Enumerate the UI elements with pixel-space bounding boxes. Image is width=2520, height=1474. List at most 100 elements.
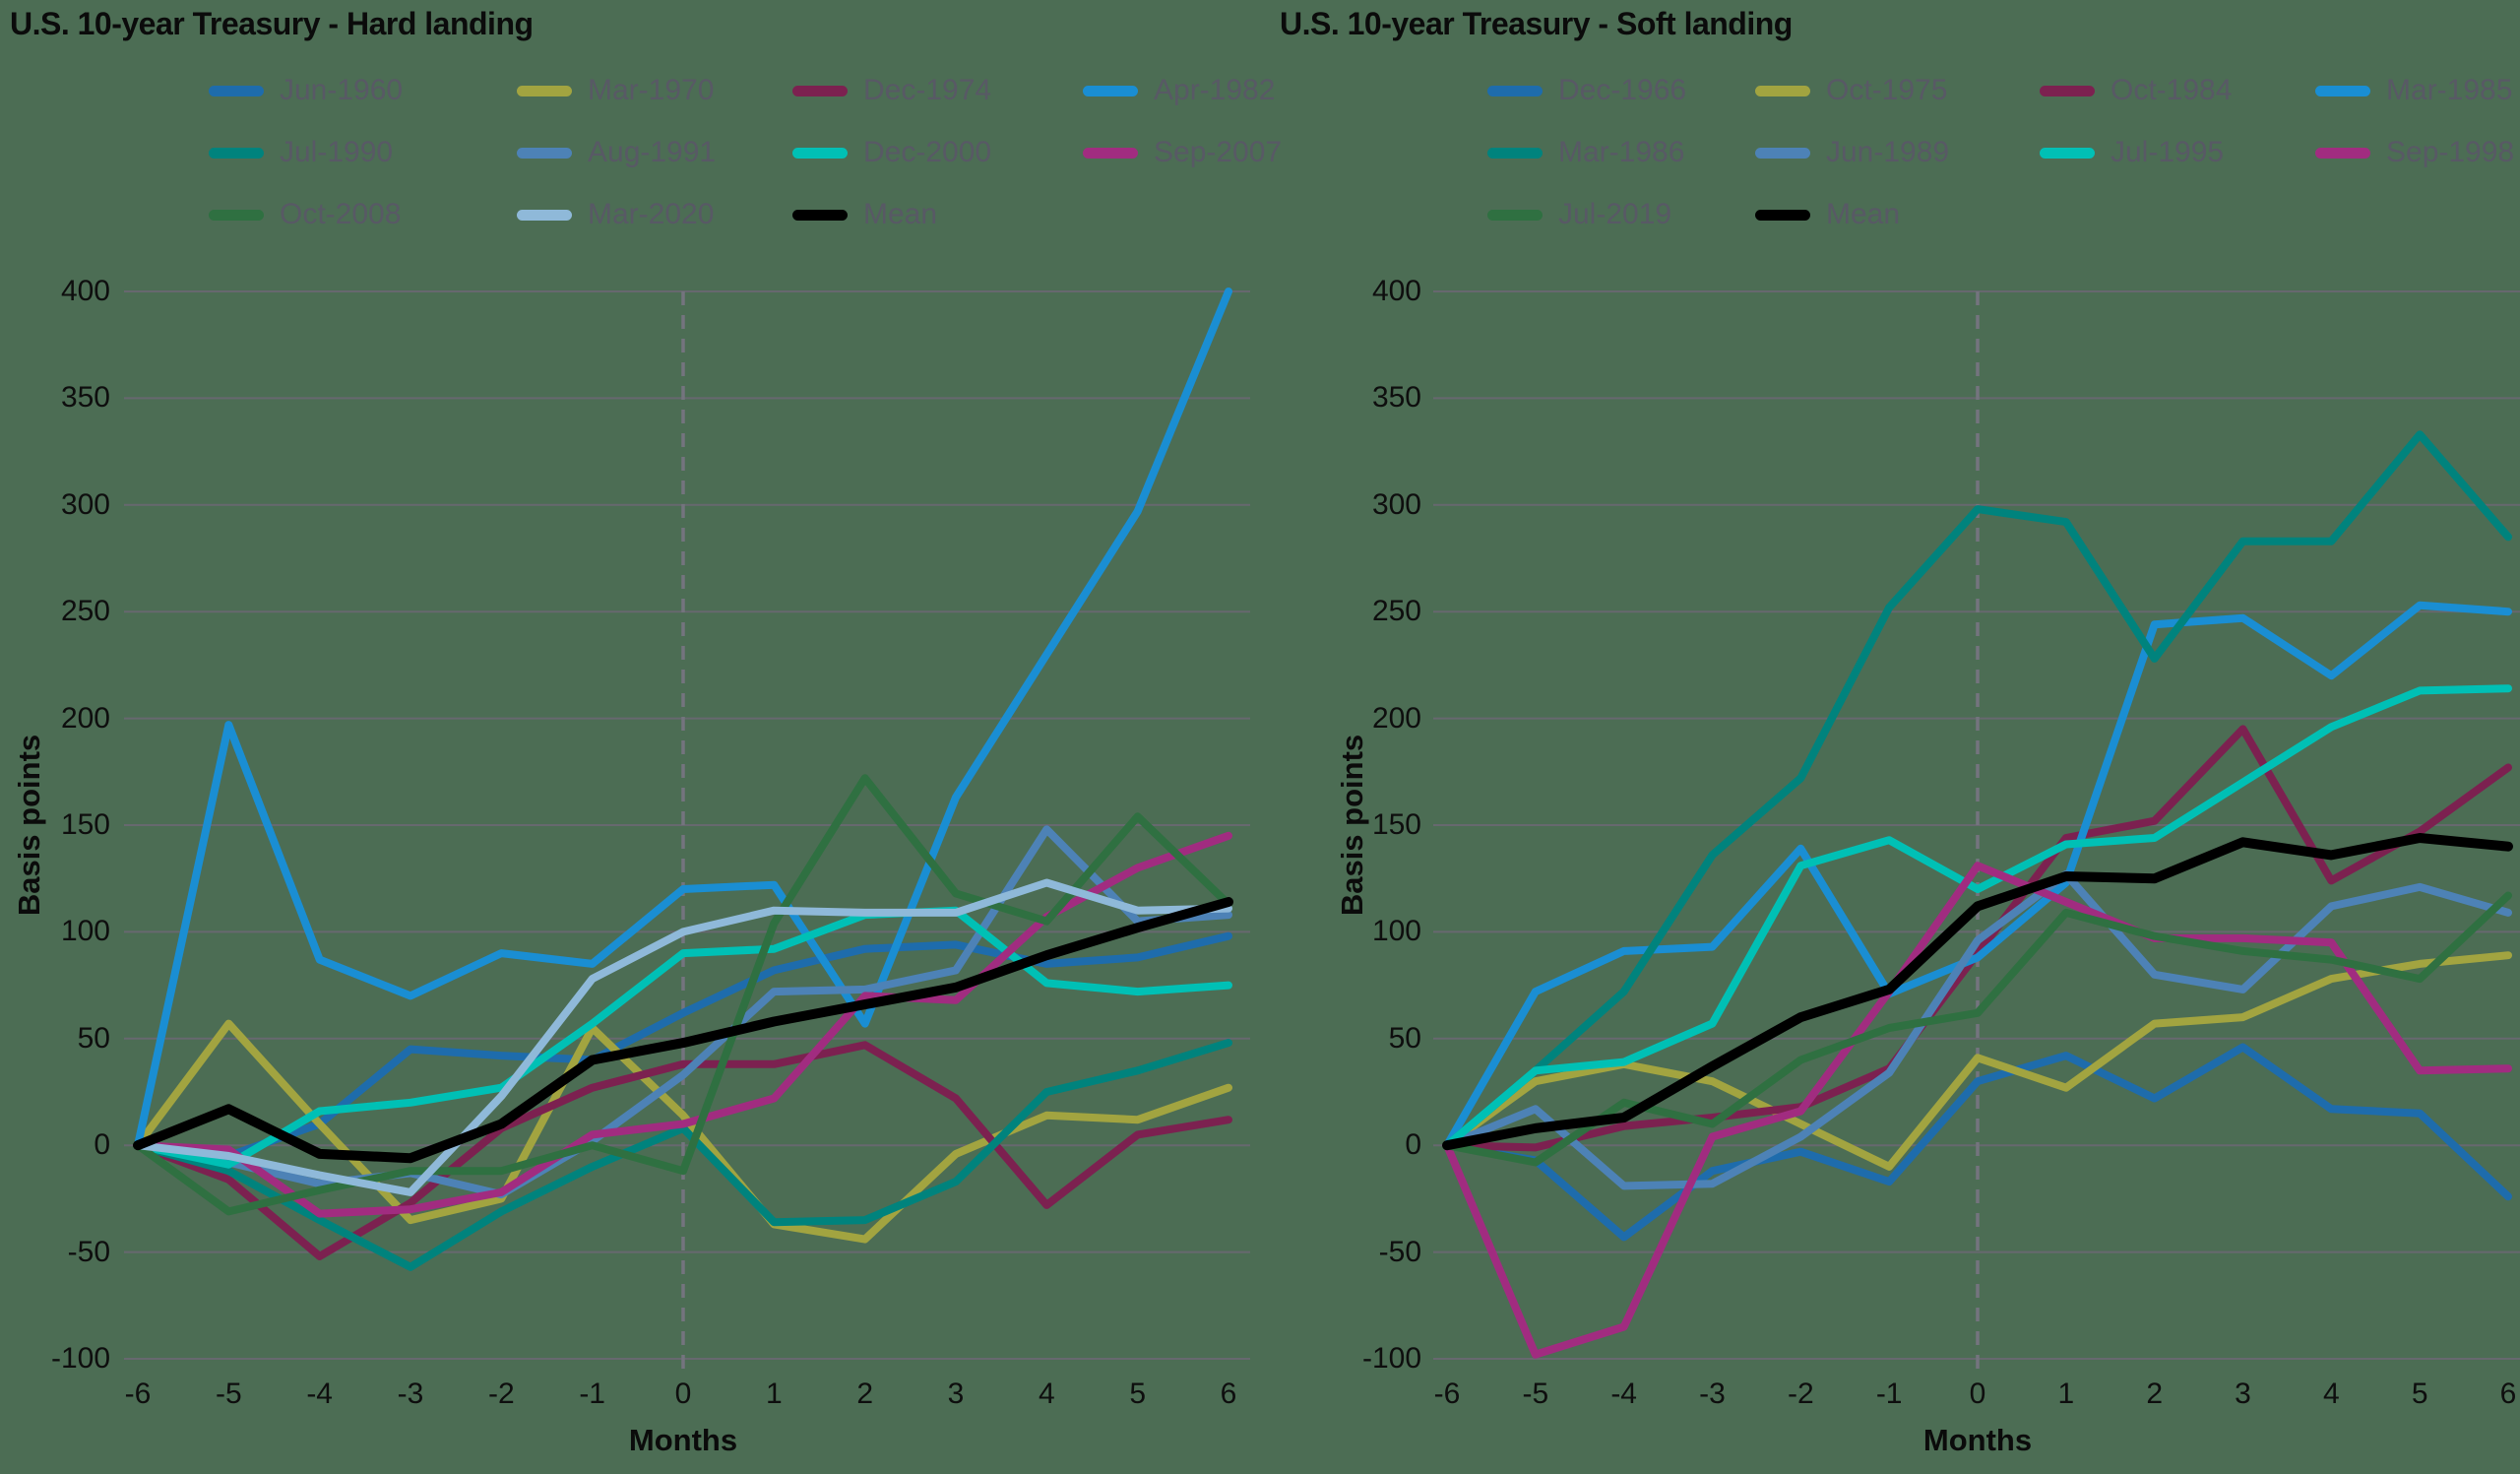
legend-label: Jun-1989 [1826,136,1950,168]
series-line-aug-1991 [134,825,1232,1199]
y-tick-label: 0 [94,1128,110,1162]
legend-swatch-aug-1991 [517,147,572,159]
x-tick-label: -5 [1522,1378,1549,1410]
legend-item-jul-1995: Jul-1995 [2040,133,2224,172]
legend-swatch-dec-1966 [1487,85,1543,96]
chart-title-soft-landing: U.S. 10-year Treasury - Soft landing [1280,6,1793,41]
legend-item-oct-1975: Oct-1975 [1755,71,1947,110]
legend-item-jul-2019: Jul-2019 [1487,195,1671,234]
series-line-apr-1982 [134,288,1232,1150]
legend-swatch-jun-1989 [1755,147,1810,159]
legend-label: Jul-1990 [280,136,394,168]
legend-item-mean: Mean [1755,195,1900,234]
legend-swatch-mar-1985 [2315,85,2370,96]
y-tick-label: -100 [50,1342,110,1375]
y-tick-label: 150 [60,808,110,841]
x-tick-label: 4 [2322,1378,2340,1410]
legend-item-apr-1982: Apr-1982 [1083,71,1275,110]
series-line-jul-2019 [1443,891,2512,1167]
series-line-mean [133,897,1233,1164]
y-tick-label: -50 [1378,1235,1421,1268]
series-line-jul-1990 [134,1039,1232,1271]
y-tick-label: 300 [1371,487,1421,521]
x-tick-label: -6 [124,1378,152,1410]
x-tick-label: -4 [306,1378,333,1410]
series-line-mean [1442,833,2513,1151]
x-tick-label: -3 [1699,1378,1726,1410]
legend-swatch-oct-1975 [1755,85,1810,96]
y-tick-label: 250 [60,595,110,628]
legend-swatch-jul-1990 [209,147,264,159]
legend-label: Jul-2019 [1558,198,1672,230]
x-tick-label: -6 [1433,1378,1461,1410]
y-tick-label: 0 [1405,1128,1421,1162]
legend-label: Mar-1986 [1558,136,1685,168]
y-tick-label: -100 [1361,1342,1421,1375]
legend-label: Mean [863,198,938,230]
legend-item-sep-2007: Sep-2007 [1083,133,1282,172]
legend-label: Mar-1970 [588,74,715,106]
legend-swatch-mar-1970 [517,85,572,96]
legend-label: Oct-2008 [280,198,402,230]
legend-item-dec-1966: Dec-1966 [1487,71,1686,110]
y-tick-label: 50 [1388,1021,1421,1055]
legend-swatch-mar-1986 [1487,147,1543,159]
series-line-sep-1998 [1443,862,2512,1359]
legend-item-jun-1989: Jun-1989 [1755,133,1949,172]
legend-label: Dec-1966 [1558,74,1687,106]
legend-item-sep-1998: Sep-1998 [2315,133,2514,172]
series-line-jul-1995 [1443,684,2512,1150]
legend-label: Jun-1960 [280,74,404,106]
legend-item-mar-1985: Mar-1985 [2315,71,2512,110]
x-axis-label-left: Months [628,1423,738,1457]
legend-swatch-mean [792,209,848,221]
x-tick-label: -5 [215,1378,242,1410]
x-tick-label: 3 [2235,1378,2251,1410]
legend-swatch-jul-1995 [2040,147,2095,159]
legend-swatch-dec-1974 [792,85,848,96]
x-tick-label: 4 [1038,1378,1055,1410]
y-tick-label: 200 [60,701,110,735]
legend-item-jun-1960: Jun-1960 [209,71,403,110]
legend-label: Mean [1826,198,1901,230]
legend-item-mar-2020: Mar-2020 [517,195,714,234]
legend-label: Sep-1998 [2386,136,2515,168]
legend-label: Oct-1984 [2110,74,2233,106]
x-tick-label: 5 [2411,1378,2428,1410]
legend-label: Dec-1974 [863,74,992,106]
x-tick-label: 5 [1129,1378,1146,1410]
y-tick-label: 50 [77,1021,110,1055]
legend-label: Sep-2007 [1154,136,1283,168]
series-line-mar-2020 [134,878,1232,1196]
legend-item-dec-1974: Dec-1974 [792,71,991,110]
legend-swatch-dec-2000 [792,147,848,159]
x-tick-label: -4 [1610,1378,1637,1410]
x-tick-label: 3 [947,1378,965,1410]
legend-label: Dec-2000 [863,136,992,168]
legend-label: Mar-2020 [588,198,715,230]
x-axis-label-right: Months [1922,1423,2033,1457]
legend-swatch-mean [1755,209,1810,221]
y-tick-label: 300 [60,487,110,521]
legend-swatch-oct-1984 [2040,85,2095,96]
series-line-oct-2008 [134,774,1232,1216]
x-tick-label: 0 [1969,1378,1986,1410]
chart-title-hard-landing: U.S. 10-year Treasury - Hard landing [10,6,534,41]
series-line-mar-1970 [134,1019,1232,1244]
legend-label: Aug-1991 [588,136,717,168]
legend-label: Mar-1985 [2386,74,2513,106]
x-tick-label: 2 [856,1378,873,1410]
x-tick-label: 6 [1220,1378,1237,1410]
legend-item-oct-1984: Oct-1984 [2040,71,2232,110]
legend-item-jul-1990: Jul-1990 [209,133,393,172]
legend-label: Jul-1995 [2110,136,2225,168]
legend-swatch-oct-2008 [209,209,264,221]
series-line-mar-1986 [1443,430,2512,1150]
y-tick-label: 350 [60,381,110,415]
legend-item-aug-1991: Aug-1991 [517,133,716,172]
legend-item-mar-1970: Mar-1970 [517,71,714,110]
legend-swatch-jul-2019 [1487,209,1543,221]
x-tick-label: 1 [2057,1378,2075,1410]
